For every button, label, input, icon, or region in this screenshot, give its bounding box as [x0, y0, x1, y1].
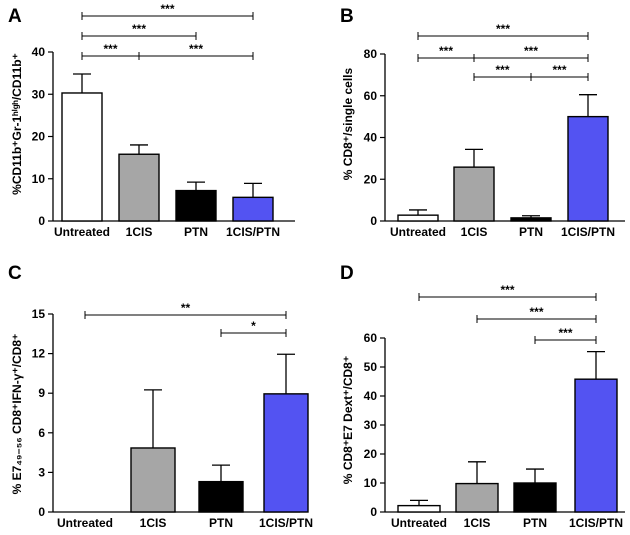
y-tick-label: 3 — [38, 465, 45, 479]
bar-1cis — [455, 482, 499, 513]
y-tick-label: 30 — [364, 418, 378, 432]
bar-1cis-ptn — [263, 393, 309, 513]
y-axis-label: %CD11b⁺Gr-1ʰⁱᵍʰ/CD11b⁺ — [10, 53, 24, 195]
significance-label: *** — [495, 63, 509, 77]
x-category-label: 1CIS — [140, 516, 167, 530]
significance-label: *** — [552, 63, 566, 77]
y-axis-label: % E7₄₉₋₅₆ CD8⁺IFN-γ⁺/CD8⁺ — [10, 334, 24, 495]
y-axis-label: % CD8⁺E7 Dext⁺/CD8⁺ — [341, 356, 355, 484]
x-category-label: Untreated — [54, 225, 110, 239]
y-tick-label: 20 — [364, 447, 378, 461]
significance-label: ** — [181, 301, 191, 315]
x-category-label: Untreated — [391, 516, 447, 530]
significance-label: *** — [529, 305, 543, 319]
bar-1cis — [118, 153, 160, 222]
x-category-label: 1CIS/PTN — [259, 516, 313, 530]
significance-label: *** — [160, 2, 174, 16]
significance-label: *** — [500, 283, 514, 297]
y-tick-label: 0 — [370, 214, 377, 228]
y-tick-label: 0 — [38, 214, 45, 228]
chart-panel-b: B % CD8⁺/single cells 0 20 40 60 80 Untreated 1C… — [340, 6, 625, 239]
x-category-label: 1CIS/PTN — [226, 225, 280, 239]
bar-1cis — [130, 447, 176, 513]
significance-label: *** — [524, 44, 538, 58]
x-category-label: Untreated — [57, 516, 113, 530]
x-category-label: Untreated — [390, 225, 446, 239]
significance-label: *** — [189, 42, 203, 56]
significance-label: *** — [103, 42, 117, 56]
y-tick-label: 0 — [370, 505, 377, 519]
y-tick-label: 60 — [364, 89, 378, 103]
y-axis-label: % CD8⁺/single cells — [341, 67, 355, 180]
y-tick-label: 15 — [32, 307, 46, 321]
y-tick-label: 50 — [364, 360, 378, 374]
x-category-label: 1CIS/PTN — [569, 516, 623, 530]
panel-letter: C — [8, 263, 22, 284]
bar-untreated — [397, 504, 441, 513]
x-category-label: 1CIS — [461, 225, 488, 239]
y-tick-label: 20 — [364, 172, 378, 186]
panel-letter: D — [340, 263, 354, 284]
y-tick-label: 40 — [32, 45, 46, 59]
chart-panel-d: D % CD8⁺E7 Dext⁺/CD8⁺ 0 10 20 30 40 50 60 Untreat… — [340, 263, 625, 530]
y-tick-label: 10 — [364, 476, 378, 490]
chart-panel-a: A %CD11b⁺Gr-1ʰⁱᵍʰ/CD11b⁺ 0 10 20 30 40 Untreate… — [8, 2, 295, 239]
significance-label: *** — [496, 22, 510, 36]
x-category-label: PTN — [184, 225, 208, 239]
bar-untreated — [397, 214, 439, 222]
x-category-label: PTN — [519, 225, 543, 239]
significance-label: *** — [439, 44, 453, 58]
y-tick-label: 40 — [364, 131, 378, 145]
y-tick-label: 30 — [32, 87, 46, 101]
chart-panel-c: C % E7₄₉₋₅₆ CD8⁺IFN-γ⁺/CD8⁺ 0 3 6 9 12 15 Untrea… — [8, 263, 313, 530]
y-tick-label: 60 — [364, 331, 378, 345]
panel-letter: A — [8, 6, 22, 27]
bar-ptn — [513, 482, 557, 513]
bar-1cis-ptn — [574, 378, 618, 513]
bar-ptn — [175, 189, 217, 222]
x-category-label: 1CIS — [464, 516, 491, 530]
x-category-label: PTN — [209, 516, 233, 530]
y-tick-label: 9 — [38, 386, 45, 400]
significance-label: *** — [558, 326, 572, 340]
significance-label: * — [251, 319, 256, 333]
y-tick-label: 40 — [364, 389, 378, 403]
significance-label: *** — [132, 22, 146, 36]
bar-1cis-ptn — [567, 115, 609, 222]
x-category-label: 1CIS — [126, 225, 153, 239]
y-tick-label: 0 — [38, 505, 45, 519]
x-category-label: 1CIS/PTN — [561, 225, 615, 239]
bar-1cis-ptn — [232, 196, 274, 222]
y-tick-label: 6 — [38, 426, 45, 440]
panel-letter: B — [340, 6, 354, 27]
y-tick-label: 10 — [32, 172, 46, 186]
x-category-label: PTN — [523, 516, 547, 530]
y-tick-label: 12 — [32, 347, 46, 361]
bar-untreated — [61, 92, 103, 222]
bar-ptn — [510, 217, 552, 222]
y-tick-label: 80 — [364, 47, 378, 61]
bar-ptn — [198, 480, 244, 513]
y-tick-label: 20 — [32, 130, 46, 144]
bar-1cis — [453, 166, 495, 222]
